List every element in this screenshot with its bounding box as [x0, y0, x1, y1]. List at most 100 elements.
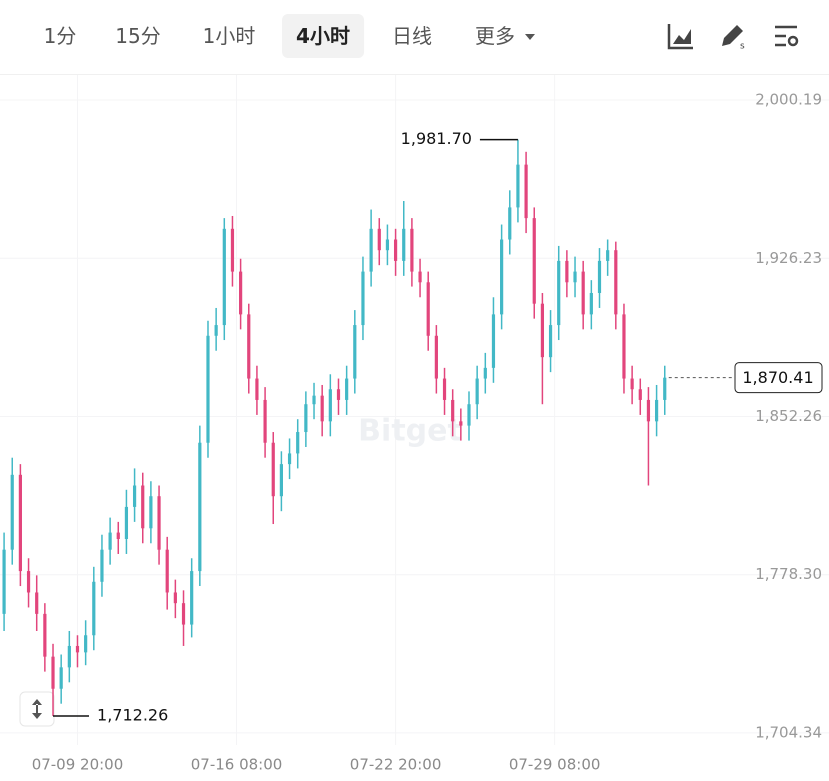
candle-body: [614, 250, 618, 315]
scale-toggle-icon: [32, 699, 42, 719]
candle-body: [312, 395, 316, 405]
candle-body: [606, 250, 610, 261]
candle-body: [108, 532, 112, 550]
interval-tab[interactable]: 15分: [115, 24, 161, 48]
candle-body: [157, 496, 161, 550]
candle-body: [451, 399, 455, 422]
candle-body: [353, 325, 357, 379]
candle-body: [116, 532, 120, 539]
last-price-box: [734, 362, 823, 394]
max-marker-label: 1,981.70: [401, 129, 472, 148]
candle-body: [361, 271, 365, 326]
candle-body: [35, 592, 39, 614]
settings-icon[interactable]: [775, 25, 799, 47]
candle-body: [320, 395, 324, 422]
candle-body: [230, 228, 235, 272]
x-tick-label: 07-22 20:00: [350, 756, 442, 774]
candle-body: [369, 228, 373, 272]
x-tick-label: 07-29 08:00: [509, 756, 601, 774]
chart-type-icon[interactable]: [667, 24, 693, 50]
candle-body: [426, 282, 430, 336]
candle-body: [597, 260, 602, 293]
candle-body: [345, 378, 349, 400]
watermark: Bitget: [358, 414, 462, 449]
y-tick-label: 1,704.34: [755, 723, 822, 741]
candle-body: [84, 635, 88, 653]
candle-body: [296, 432, 300, 454]
candle-body: [622, 314, 626, 379]
candle-body: [581, 271, 585, 315]
candle-body: [124, 506, 129, 539]
candle-body: [279, 464, 283, 497]
candle-body: [483, 367, 487, 379]
candle-body: [141, 485, 145, 529]
candle-body: [247, 314, 251, 379]
candle-body: [663, 377, 667, 400]
y-tick-label: 2,000.19: [755, 91, 822, 109]
candle-body: [475, 378, 479, 405]
candle-body: [532, 218, 536, 304]
interval-tab[interactable]: 4小时: [282, 14, 364, 58]
candle-body: [540, 303, 545, 358]
candle-body: [222, 228, 226, 326]
candle-body: [328, 389, 332, 422]
candle-body: [508, 207, 512, 240]
candle-body: [165, 549, 169, 593]
interval-tab[interactable]: 1分: [43, 24, 77, 48]
candle-body: [418, 271, 422, 283]
more-tab[interactable]: 更多: [475, 24, 515, 48]
candle-body: [271, 442, 275, 497]
candle-body: [51, 656, 55, 689]
candle-body: [75, 645, 80, 653]
candle-body: [287, 453, 292, 465]
candle-body: [43, 613, 47, 657]
candle-body: [214, 325, 218, 336]
candle-body: [59, 667, 63, 689]
svg-text:s: s: [740, 42, 745, 52]
candle-body: [573, 271, 577, 283]
candle-body: [67, 645, 71, 668]
candle-body: [239, 271, 243, 315]
candle-body: [100, 549, 104, 582]
x-tick-label: 07-16 08:00: [191, 756, 283, 774]
tool-icons: s: [667, 24, 799, 52]
min-marker-label: 1,712.26: [97, 705, 168, 724]
candle-body: [198, 442, 202, 572]
last-price-label: 1,870.41: [742, 368, 813, 387]
candle-body: [500, 239, 504, 315]
candle-body: [491, 314, 496, 368]
candle-body: [10, 474, 14, 550]
caret: [525, 34, 535, 40]
y-tick-label: 1,852.26: [755, 407, 822, 425]
candle-body: [263, 399, 267, 443]
candle-body: [467, 404, 471, 426]
candle-body: [190, 571, 194, 625]
candle-body: [548, 325, 553, 358]
candle-body: [26, 571, 31, 593]
x-tick-label: 07-09 20:00: [32, 756, 124, 774]
candle-body: [442, 378, 447, 400]
candle-body: [181, 603, 186, 625]
candle-body: [459, 421, 463, 426]
candle-body: [434, 335, 438, 379]
candle-body: [393, 239, 398, 261]
candle-body: [206, 335, 210, 443]
interval-tab[interactable]: 日线: [392, 24, 432, 48]
candle-body: [304, 404, 308, 433]
candle-body: [565, 260, 569, 283]
interval-tab[interactable]: 1小时: [202, 24, 256, 48]
candle-body: [402, 228, 406, 261]
candle-body: [2, 549, 6, 614]
candle-body: [92, 581, 96, 636]
candle-body: [557, 260, 561, 326]
candle-body: [377, 228, 381, 251]
candle-body: [18, 474, 22, 572]
candle-body: [638, 389, 642, 400]
y-tick-label: 1,778.30: [755, 565, 822, 583]
draw-icon[interactable]: s: [722, 25, 745, 52]
candle-body: [132, 485, 137, 507]
candle-body: [524, 164, 528, 219]
candle-body: [149, 496, 153, 529]
candle-body: [173, 592, 177, 604]
candle-body: [336, 389, 341, 400]
